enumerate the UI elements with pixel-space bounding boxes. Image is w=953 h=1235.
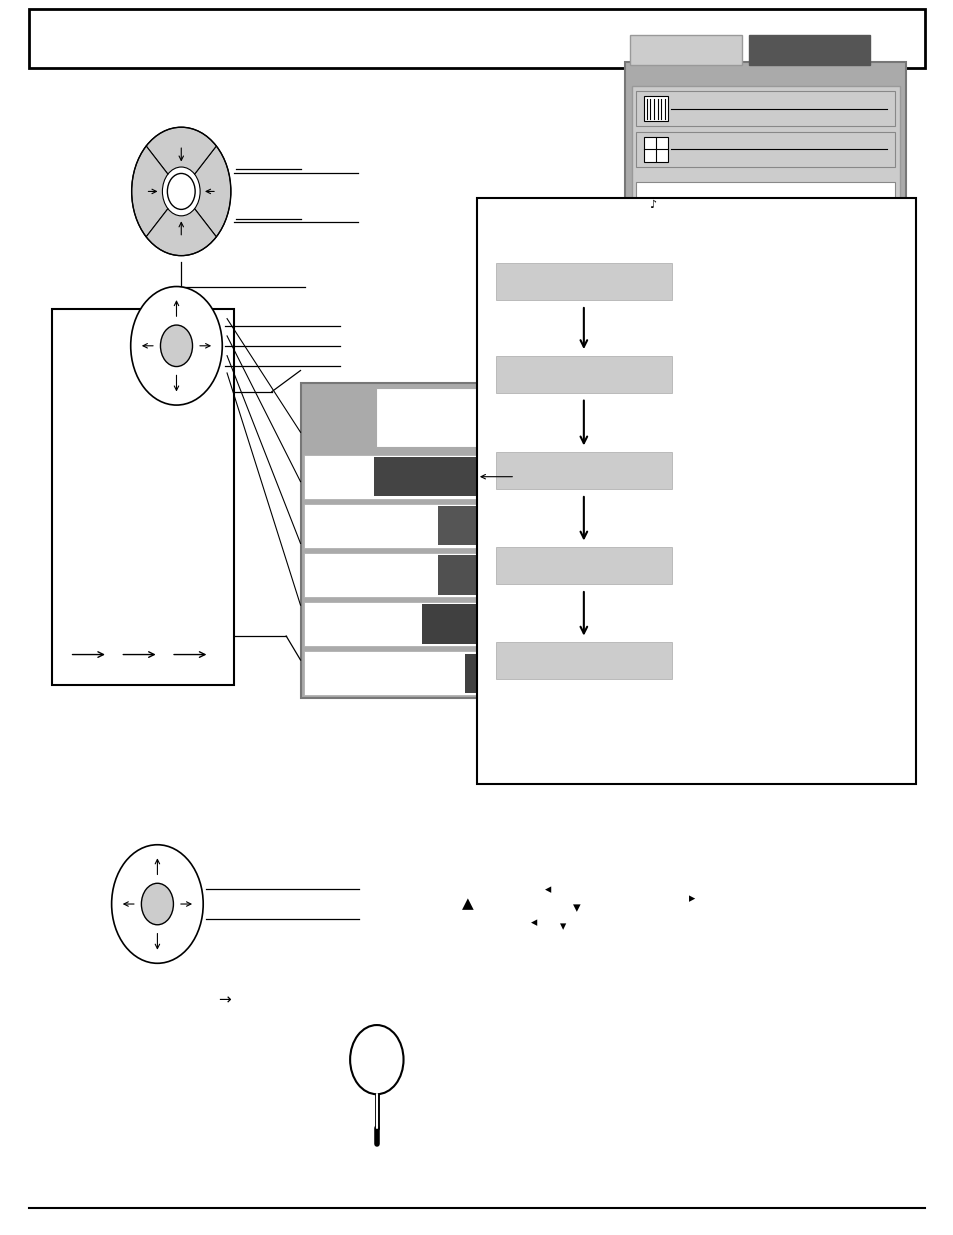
FancyBboxPatch shape — [636, 91, 894, 126]
FancyBboxPatch shape — [636, 132, 894, 167]
Circle shape — [167, 173, 195, 210]
Text: ▾: ▾ — [573, 900, 580, 915]
FancyBboxPatch shape — [748, 35, 869, 65]
Circle shape — [160, 325, 193, 367]
FancyBboxPatch shape — [437, 506, 510, 546]
Text: ◂: ◂ — [531, 916, 537, 929]
FancyBboxPatch shape — [375, 388, 504, 447]
FancyBboxPatch shape — [304, 601, 511, 646]
Circle shape — [350, 1025, 403, 1094]
Text: ◂: ◂ — [545, 883, 551, 895]
FancyBboxPatch shape — [631, 86, 899, 247]
Text: →: → — [217, 993, 231, 1008]
Bar — [643, 137, 667, 162]
FancyBboxPatch shape — [476, 198, 915, 784]
FancyBboxPatch shape — [437, 556, 510, 594]
FancyBboxPatch shape — [421, 604, 510, 643]
Circle shape — [141, 883, 173, 925]
FancyBboxPatch shape — [52, 309, 233, 685]
FancyBboxPatch shape — [300, 383, 515, 698]
Text: ▸: ▸ — [688, 893, 694, 905]
FancyBboxPatch shape — [304, 553, 511, 597]
Wedge shape — [194, 146, 231, 237]
Wedge shape — [132, 146, 168, 237]
FancyBboxPatch shape — [624, 62, 905, 253]
FancyBboxPatch shape — [304, 651, 511, 695]
Text: ♪: ♪ — [648, 200, 655, 210]
FancyBboxPatch shape — [29, 9, 924, 68]
Bar — [643, 96, 667, 121]
Text: ▾: ▾ — [559, 920, 565, 932]
Circle shape — [112, 845, 203, 963]
FancyBboxPatch shape — [465, 653, 510, 693]
Circle shape — [131, 287, 222, 405]
FancyBboxPatch shape — [496, 642, 671, 679]
Text: ▲: ▲ — [461, 897, 473, 911]
FancyBboxPatch shape — [374, 457, 510, 496]
FancyBboxPatch shape — [636, 182, 894, 216]
FancyBboxPatch shape — [496, 547, 671, 584]
FancyBboxPatch shape — [304, 504, 511, 548]
Wedge shape — [146, 127, 216, 174]
Wedge shape — [146, 209, 216, 256]
FancyBboxPatch shape — [496, 452, 671, 489]
FancyBboxPatch shape — [496, 263, 671, 300]
FancyBboxPatch shape — [304, 454, 511, 499]
FancyBboxPatch shape — [629, 35, 741, 65]
FancyBboxPatch shape — [496, 356, 671, 393]
